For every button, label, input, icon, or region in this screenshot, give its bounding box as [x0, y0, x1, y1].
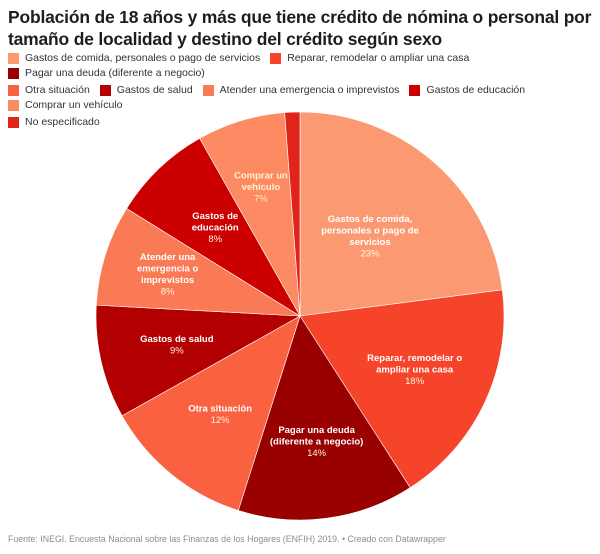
slice-label-line: educación [192, 223, 239, 234]
slice-label-line: Pagar una deuda [278, 425, 355, 436]
slice-value-label: 18% [405, 376, 425, 387]
legend-item: Gastos de educación [409, 84, 525, 97]
slice-label-line: emergencia o [137, 264, 198, 275]
slice-label-line: personales o pago de [321, 226, 419, 237]
pie-slice [126, 137, 301, 317]
legend-item: Gastos de salud [99, 84, 193, 97]
pie-slice [95, 208, 301, 317]
slice-value-label: 14% [307, 448, 327, 459]
legend-label: Reparar, remodelar o ampliar una casa [287, 52, 470, 64]
pie-slices [95, 111, 505, 521]
pie-chart: Gastos de comida, personales o pago de ser… [0, 100, 600, 528]
legend: Gastos de comida, personales o pago de s… [8, 52, 598, 129]
slice-label-line: vehículo [242, 182, 281, 193]
slice-label-line: Atender una [140, 252, 196, 263]
source-footer: Fuente: INEGI. Encuesta Nacional sobre l… [8, 534, 446, 544]
legend-label: Atender una emergencia o imprevistos [219, 84, 400, 96]
pie-slice [284, 111, 301, 317]
legend-swatch [8, 117, 19, 128]
slice-label: Atender una emergencia o imprevistos 8% [137, 252, 198, 298]
slice-label: Gastos de salud 9% [140, 334, 214, 357]
legend-swatch [409, 85, 421, 96]
slice-label-line: ampliar una casa [376, 364, 454, 375]
slice-label: Gastos de comida, personales o pago de ser… [321, 214, 419, 260]
slice-label: Pagar una deuda (diferente a negocio) 14% [270, 425, 363, 459]
pie-slice [237, 315, 411, 521]
slice-label-line: Otra situación [188, 403, 252, 414]
slice-value-label: 12% [211, 415, 231, 426]
pie-slice [299, 289, 505, 489]
legend-label: Pagar una deuda (diferente a negocio) [25, 67, 205, 79]
slice-label-line: Gastos de salud [140, 334, 214, 345]
legend-item: Comprar un vehículo [8, 99, 122, 112]
slice-value-label: 7% [254, 194, 268, 205]
legend-label: No especificado [25, 116, 100, 128]
legend-item: No especificado [8, 116, 100, 129]
slice-label: Otra situación 12% [188, 403, 252, 426]
legend-swatch [8, 53, 19, 64]
legend-swatch [8, 85, 19, 96]
legend-label: Gastos de salud [116, 84, 193, 96]
legend-swatch [8, 100, 19, 111]
slice-value-label: 8% [161, 287, 175, 298]
legend-item: Pagar una deuda (diferente a negocio) [8, 67, 205, 80]
legend-label: Gastos de comida, personales o pago de s… [25, 52, 261, 64]
legend-label: Otra situación [25, 84, 90, 96]
slice-label-line: Reparar, remodelar o [367, 353, 462, 364]
legend-swatch [270, 53, 282, 64]
pie-slice [299, 111, 503, 317]
slice-label-line: (diferente a negocio) [270, 436, 363, 447]
pie-slice [121, 315, 301, 511]
slice-label-line: Gastos de [192, 211, 238, 222]
chart-title: Población de 18 años y más que tiene cré… [8, 7, 592, 49]
pie-labels: Gastos de comida, personales o pago de ser… [137, 171, 462, 459]
pie-slice [95, 304, 302, 417]
legend-label: Comprar un vehículo [25, 99, 123, 111]
slice-label-line: Gastos de comida, [328, 214, 412, 225]
legend-item: Otra situación [8, 84, 90, 97]
slice-label-line: servicios [349, 237, 390, 248]
legend-item: Reparar, remodelar o ampliar una casa [270, 52, 469, 65]
slice-value-label: 23% [361, 249, 381, 260]
legend-label: Gastos de educación [426, 84, 526, 96]
legend-item: Atender una emergencia o imprevistos [202, 84, 400, 97]
legend-swatch [99, 85, 111, 96]
legend-swatch [202, 85, 214, 96]
slice-label-line: Comprar un [234, 171, 288, 182]
slice-value-label: 8% [208, 234, 222, 245]
pie-chart-svg: Gastos de comida, personales o pago de ser… [95, 111, 505, 521]
legend-swatch [8, 68, 19, 79]
slice-label: Gastos de educación 8% [192, 211, 239, 245]
slice-label: Reparar, remodelar o ampliar una casa 18% [367, 353, 462, 387]
legend-item: Gastos de comida, personales o pago de s… [8, 52, 260, 65]
slice-label-line: imprevistos [141, 275, 194, 286]
slice-label: Comprar un vehículo 7% [234, 171, 288, 205]
slice-value-label: 9% [170, 345, 184, 356]
